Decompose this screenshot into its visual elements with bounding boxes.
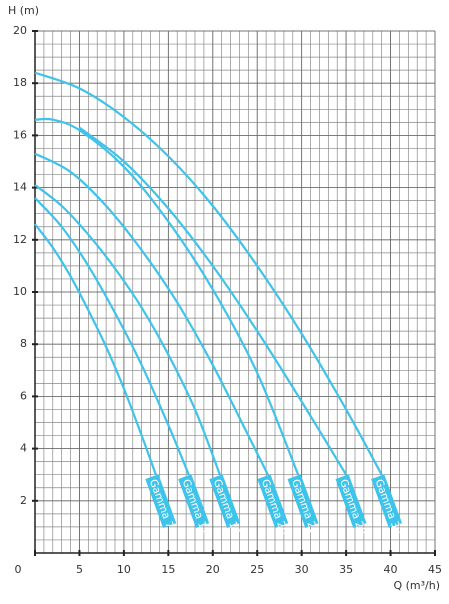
curve-label-box (257, 474, 289, 528)
x-tick-label: 5 (76, 563, 83, 576)
y-tick-label: 18 (13, 76, 27, 89)
curve-label-box (335, 474, 367, 528)
y-tick-label: 6 (20, 389, 27, 402)
pump-curve (34, 184, 221, 476)
curve-label-box (371, 474, 403, 528)
y-tick-label: 12 (13, 233, 27, 246)
x-tick-label: 35 (339, 563, 353, 576)
x-tick-label: 20 (206, 563, 220, 576)
curve-label-box (178, 474, 210, 528)
y-tick-label: 10 (13, 285, 27, 298)
x-axis-label: Q (m³/h) (393, 579, 440, 592)
curve-label-box (145, 474, 177, 528)
x-tick-label: 30 (295, 563, 309, 576)
curve-label-box (287, 474, 319, 528)
x-tick-label: 40 (384, 563, 398, 576)
x-tick-label: 15 (161, 563, 175, 576)
pump-curve (34, 117, 300, 476)
y-tick-label: 4 (20, 442, 27, 455)
x-tick-label: 0 (15, 563, 22, 576)
curve-label-box (209, 474, 241, 528)
pump-curve (34, 71, 383, 476)
y-tick-label: 20 (13, 24, 27, 37)
y-tick-label: 14 (13, 181, 27, 194)
y-tick-label: 2 (20, 494, 27, 507)
y-tick-label: 16 (13, 128, 27, 141)
pump-curve (34, 223, 157, 476)
curve-label: Gamma 7 (145, 474, 177, 530)
pump-curve (78, 126, 348, 476)
y-axis-label: H (m) (8, 4, 39, 17)
pump-curve (34, 197, 190, 476)
y-tick-label: 8 (20, 337, 27, 350)
x-tick-label: 45 (428, 563, 442, 576)
x-tick-label: 10 (117, 563, 131, 576)
x-tick-label: 25 (250, 563, 264, 576)
pump-curve (34, 152, 269, 476)
